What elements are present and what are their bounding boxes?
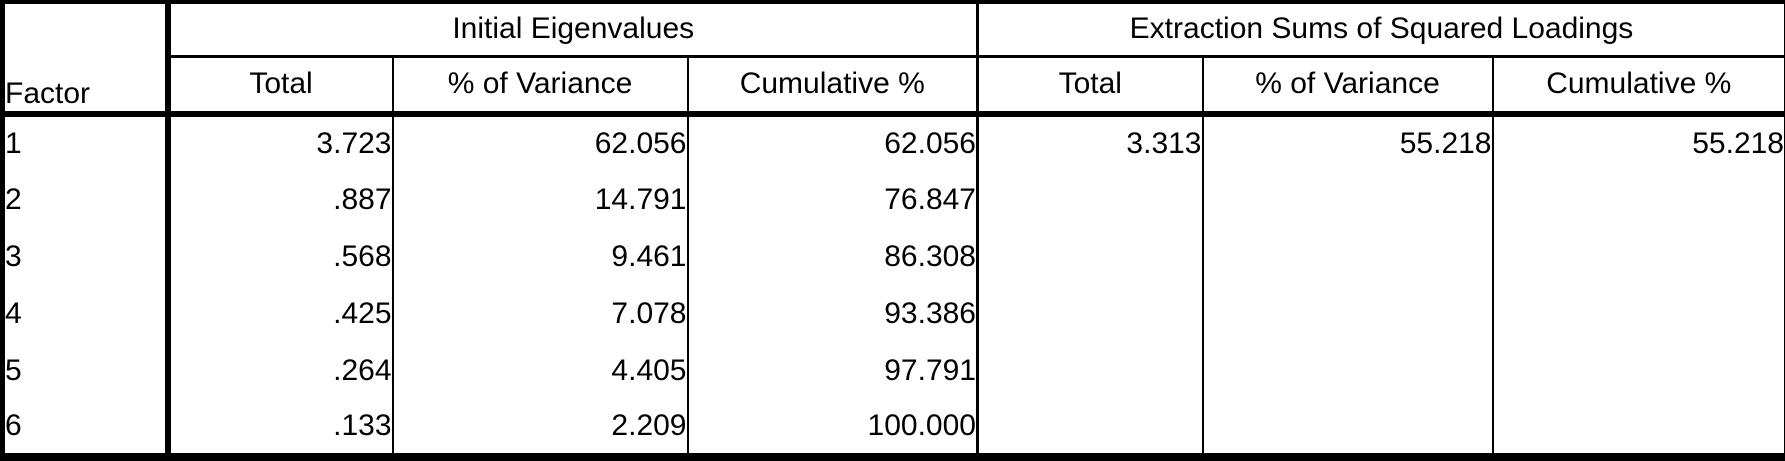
table-row: 3 .568 9.461 86.308 — [2, 228, 1785, 286]
column-header-extraction-cumulative-pct: Cumulative % — [1491, 56, 1785, 117]
value-cell — [1491, 228, 1785, 286]
value-cell — [1201, 285, 1493, 343]
value-cell — [1491, 399, 1785, 457]
factor-cell: 6 — [2, 399, 171, 457]
value-cell — [976, 342, 1203, 400]
factor-cell: 3 — [2, 228, 171, 286]
value-cell — [1201, 171, 1493, 229]
column-header-initial-total: Total — [164, 56, 393, 117]
value-cell: 9.461 — [391, 228, 688, 286]
value-cell: 55.218 — [1201, 114, 1493, 172]
value-cell — [1491, 171, 1785, 229]
factor-cell: 5 — [2, 342, 171, 400]
value-cell: .568 — [166, 228, 393, 286]
value-cell: 3.723 — [166, 114, 393, 172]
column-header-extraction-pct-variance: % of Variance — [1201, 56, 1493, 117]
value-cell — [1491, 285, 1785, 343]
value-cell: 86.308 — [686, 228, 978, 286]
value-cell: 100.000 — [686, 399, 978, 457]
value-cell: 97.791 — [686, 342, 978, 400]
value-cell: 3.313 — [976, 114, 1203, 172]
group-header-row: Factor Initial Eigenvalues Extraction Su… — [2, 2, 1785, 117]
value-cell: 55.218 — [1491, 114, 1785, 172]
value-cell: 2.209 — [391, 399, 688, 457]
value-cell — [1201, 399, 1493, 457]
value-cell — [976, 171, 1203, 229]
table-row: 6 .133 2.209 100.000 — [2, 399, 1785, 457]
factor-cell: 1 — [2, 114, 171, 172]
value-cell: 93.386 — [686, 285, 978, 343]
factor-column-header: Factor — [2, 2, 171, 117]
value-cell: .887 — [166, 171, 393, 229]
factor-cell: 4 — [2, 285, 171, 343]
value-cell: .133 — [166, 399, 393, 457]
table-row: 1 3.723 62.056 62.056 3.313 55.218 55.21… — [2, 114, 1785, 172]
value-cell — [1491, 342, 1785, 400]
value-cell — [976, 399, 1203, 457]
value-cell: 62.056 — [686, 114, 978, 172]
value-cell — [976, 285, 1203, 343]
value-cell: 4.405 — [391, 342, 688, 400]
table-row: 2 .887 14.791 76.847 — [2, 171, 1785, 229]
column-header-initial-pct-variance: % of Variance — [391, 56, 688, 117]
value-cell — [1201, 228, 1493, 286]
column-header-initial-cumulative-pct: Cumulative % — [686, 56, 978, 117]
value-cell: 7.078 — [391, 285, 688, 343]
value-cell — [976, 228, 1203, 286]
value-cell: 62.056 — [391, 114, 688, 172]
column-header-extraction-total: Total — [976, 56, 1203, 117]
group-header-initial-eigenvalues: Initial Eigenvalues — [164, 2, 978, 58]
value-cell: .264 — [166, 342, 393, 400]
factor-cell: 2 — [2, 171, 171, 229]
value-cell — [1201, 342, 1493, 400]
table-row: 4 .425 7.078 93.386 — [2, 285, 1785, 343]
value-cell: .425 — [166, 285, 393, 343]
group-header-extraction-sums: Extraction Sums of Squared Loadings — [976, 2, 1785, 58]
table-row: 5 .264 4.405 97.791 — [2, 342, 1785, 400]
value-cell: 76.847 — [686, 171, 978, 229]
value-cell: 14.791 — [391, 171, 688, 229]
column-header-row: Total % of Variance Cumulative % Total %… — [3, 56, 1785, 117]
